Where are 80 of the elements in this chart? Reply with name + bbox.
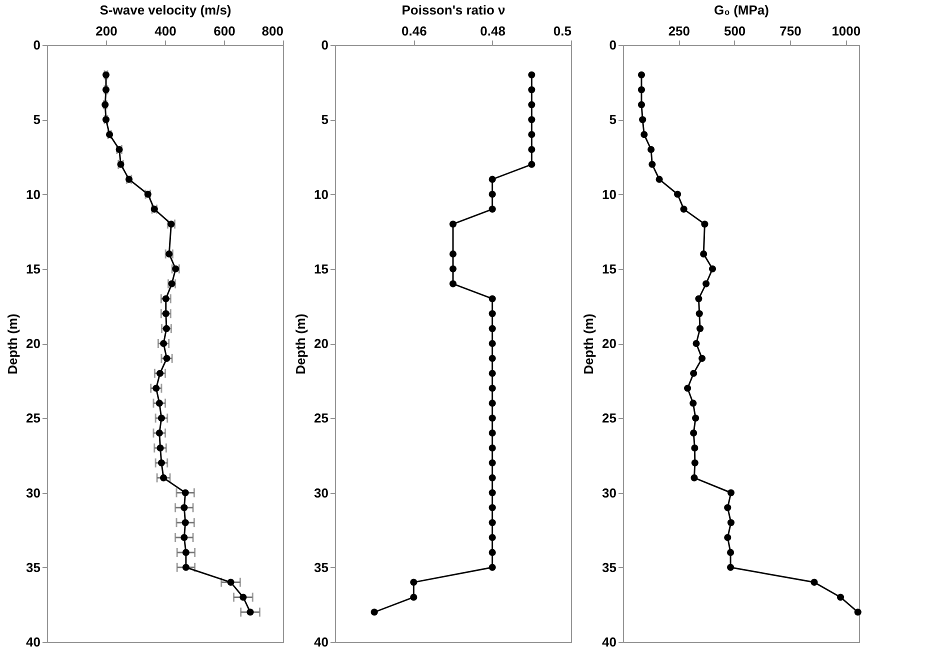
point bbox=[648, 146, 655, 154]
point bbox=[648, 160, 656, 168]
point bbox=[690, 474, 698, 482]
point bbox=[695, 295, 702, 302]
y-tick-label: 30 bbox=[314, 485, 328, 500]
point bbox=[684, 384, 692, 392]
y-tick-label: 20 bbox=[26, 336, 40, 351]
point bbox=[724, 504, 732, 512]
point bbox=[854, 608, 862, 616]
y-tick-label: 15 bbox=[314, 261, 328, 276]
point bbox=[692, 414, 700, 422]
point bbox=[638, 101, 646, 108]
point bbox=[698, 354, 706, 362]
point bbox=[638, 71, 646, 78]
y-tick-label: 20 bbox=[314, 336, 328, 351]
y-tick-label: 10 bbox=[602, 186, 616, 202]
x-axis-title: S-wave velocity (m/s) bbox=[100, 2, 232, 18]
point bbox=[690, 370, 698, 377]
y-tick-label: 0 bbox=[609, 38, 616, 52]
point bbox=[691, 459, 698, 466]
y-tick-label: 40 bbox=[602, 634, 616, 650]
point bbox=[727, 548, 734, 556]
point bbox=[724, 534, 732, 542]
point bbox=[727, 519, 735, 526]
y-tick-label: 25 bbox=[602, 410, 616, 426]
y-tick-label: 30 bbox=[602, 485, 616, 500]
y-tick-label: 15 bbox=[26, 261, 40, 276]
point bbox=[696, 310, 703, 318]
x-axis-title: G₀ (MPa) bbox=[714, 2, 769, 18]
point bbox=[639, 116, 646, 124]
point bbox=[810, 578, 818, 586]
y-axis-title: Depth (m) bbox=[5, 314, 20, 374]
y-tick-label: 5 bbox=[33, 112, 40, 128]
y-tick-label: 40 bbox=[26, 634, 40, 650]
x-tick-label: 0.46 bbox=[402, 24, 427, 38]
y-tick-label: 25 bbox=[26, 410, 40, 426]
x-tick-label: 400 bbox=[154, 24, 176, 38]
x-tick-label: 0.48 bbox=[480, 24, 506, 38]
x-tick-label: 1000 bbox=[832, 24, 861, 38]
point bbox=[727, 564, 734, 571]
x-tick-label: 600 bbox=[214, 24, 236, 38]
y-tick-label: 20 bbox=[602, 336, 616, 351]
point bbox=[640, 131, 648, 138]
point bbox=[700, 250, 708, 258]
y-tick-label: 25 bbox=[314, 410, 328, 426]
point bbox=[691, 444, 698, 452]
y-tick-label: 0 bbox=[321, 38, 328, 52]
point bbox=[674, 190, 682, 198]
y-axis-title: Depth (m) bbox=[293, 314, 308, 374]
y-tick-label: 35 bbox=[26, 560, 40, 575]
x-tick-label: 200 bbox=[96, 24, 118, 38]
y-tick-label: 15 bbox=[602, 261, 616, 276]
x-tick-label: 800 bbox=[262, 24, 284, 38]
point bbox=[708, 265, 716, 272]
y-tick-label: 10 bbox=[26, 186, 40, 202]
x-tick-label: 0.5 bbox=[553, 24, 572, 38]
y-axis-title: Depth (m) bbox=[581, 314, 596, 374]
point bbox=[656, 176, 663, 183]
y-tick-label: 40 bbox=[314, 634, 328, 650]
y-tick-label: 0 bbox=[33, 38, 40, 52]
point bbox=[701, 220, 708, 228]
point bbox=[727, 489, 735, 496]
y-tick-label: 30 bbox=[26, 485, 40, 500]
point bbox=[692, 340, 700, 348]
point bbox=[680, 206, 688, 213]
x-tick-label: 500 bbox=[724, 24, 746, 38]
point bbox=[696, 325, 704, 332]
y-tick-label: 10 bbox=[314, 186, 328, 202]
y-tick-label: 5 bbox=[321, 112, 328, 128]
point bbox=[702, 280, 710, 288]
x-axis-title: Poisson's ratio ν bbox=[402, 2, 506, 18]
point bbox=[690, 430, 698, 437]
point bbox=[690, 400, 697, 407]
x-tick-label: 250 bbox=[668, 24, 690, 38]
point bbox=[836, 594, 844, 601]
y-tick-label: 5 bbox=[609, 112, 616, 128]
y-tick-label: 35 bbox=[314, 560, 328, 575]
point bbox=[638, 86, 646, 94]
y-tick-label: 35 bbox=[602, 560, 616, 575]
x-tick-label: 750 bbox=[780, 24, 802, 38]
